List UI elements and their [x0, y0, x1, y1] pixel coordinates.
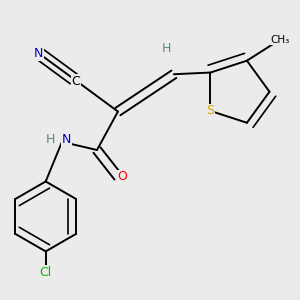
Text: CH₃: CH₃ [270, 35, 289, 45]
Text: Cl: Cl [40, 266, 52, 279]
Text: N: N [62, 133, 71, 146]
Text: S: S [206, 104, 214, 117]
Text: H: H [162, 42, 172, 55]
Text: O: O [118, 170, 128, 183]
Text: N: N [34, 47, 43, 60]
Text: C: C [72, 75, 80, 88]
Text: H: H [46, 133, 55, 146]
